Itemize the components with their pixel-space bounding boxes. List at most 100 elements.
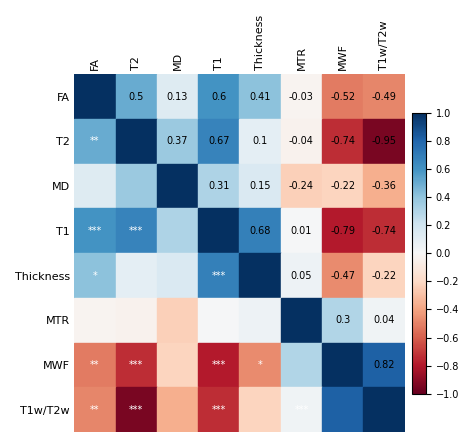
Bar — [281, 342, 322, 387]
Bar — [198, 387, 239, 432]
Bar — [281, 119, 322, 164]
Bar — [281, 164, 322, 208]
Text: -0.36: -0.36 — [372, 181, 396, 191]
Bar — [157, 164, 198, 208]
Bar — [364, 253, 405, 298]
Text: -0.04: -0.04 — [289, 136, 314, 146]
Bar — [198, 342, 239, 387]
Text: -0.49: -0.49 — [372, 92, 396, 101]
Text: 0.67: 0.67 — [208, 136, 229, 146]
Bar — [239, 253, 281, 298]
Bar — [198, 164, 239, 208]
Text: 0.6: 0.6 — [211, 92, 227, 101]
Bar — [322, 342, 364, 387]
Bar — [74, 298, 116, 342]
Bar — [198, 119, 239, 164]
Text: **: ** — [90, 405, 100, 415]
Bar — [116, 342, 157, 387]
Bar — [116, 253, 157, 298]
Bar — [198, 253, 239, 298]
Bar — [116, 208, 157, 253]
Bar — [322, 208, 364, 253]
Bar — [281, 208, 322, 253]
Text: -0.52: -0.52 — [330, 92, 356, 101]
Bar — [364, 298, 405, 342]
Text: 0.82: 0.82 — [374, 360, 395, 370]
Bar — [364, 342, 405, 387]
Bar — [157, 208, 198, 253]
Bar — [239, 164, 281, 208]
Bar — [198, 208, 239, 253]
Bar — [116, 387, 157, 432]
Bar — [322, 387, 364, 432]
Text: ***: *** — [129, 405, 143, 415]
Bar — [322, 253, 364, 298]
Text: 0.04: 0.04 — [374, 315, 395, 325]
Bar — [198, 298, 239, 342]
Bar — [116, 74, 157, 119]
Text: 0.3: 0.3 — [335, 315, 350, 325]
Bar — [239, 298, 281, 342]
Bar — [157, 253, 198, 298]
Text: -0.79: -0.79 — [330, 226, 355, 236]
Text: ***: *** — [212, 405, 226, 415]
Bar — [74, 119, 116, 164]
Text: 0.31: 0.31 — [208, 181, 229, 191]
Bar — [74, 208, 116, 253]
Text: ***: *** — [88, 226, 102, 236]
Bar — [239, 387, 281, 432]
Text: -0.22: -0.22 — [330, 181, 356, 191]
Text: **: ** — [90, 360, 100, 370]
Bar — [364, 208, 405, 253]
Text: 0.13: 0.13 — [167, 92, 188, 101]
Text: 0.05: 0.05 — [291, 270, 312, 281]
Text: 0.41: 0.41 — [249, 92, 271, 101]
Text: 0.01: 0.01 — [291, 226, 312, 236]
Text: 0.68: 0.68 — [249, 226, 271, 236]
Text: **: ** — [90, 136, 100, 146]
Bar — [239, 342, 281, 387]
Text: -0.22: -0.22 — [372, 270, 397, 281]
Bar — [74, 342, 116, 387]
Text: -0.74: -0.74 — [330, 136, 355, 146]
Bar — [116, 298, 157, 342]
Text: -0.47: -0.47 — [330, 270, 355, 281]
Bar — [116, 119, 157, 164]
Bar — [239, 74, 281, 119]
Text: ***: *** — [294, 405, 309, 415]
Bar — [364, 164, 405, 208]
Text: ***: *** — [129, 360, 143, 370]
Text: *: * — [258, 360, 263, 370]
Bar — [364, 74, 405, 119]
Text: ***: *** — [212, 360, 226, 370]
Bar — [157, 298, 198, 342]
Text: 0.15: 0.15 — [249, 181, 271, 191]
Text: -0.03: -0.03 — [289, 92, 314, 101]
Text: -0.24: -0.24 — [289, 181, 314, 191]
Bar — [157, 74, 198, 119]
Bar — [74, 164, 116, 208]
Bar — [157, 342, 198, 387]
Bar — [281, 74, 322, 119]
Text: -0.74: -0.74 — [372, 226, 397, 236]
Bar — [322, 119, 364, 164]
Text: 0.5: 0.5 — [128, 92, 144, 101]
Bar — [157, 387, 198, 432]
Bar — [281, 298, 322, 342]
Bar — [116, 164, 157, 208]
Bar — [322, 298, 364, 342]
Text: -0.95: -0.95 — [372, 136, 397, 146]
Text: 0.37: 0.37 — [167, 136, 188, 146]
Bar — [198, 74, 239, 119]
Bar — [364, 119, 405, 164]
Bar — [157, 119, 198, 164]
Bar — [322, 164, 364, 208]
Bar — [322, 74, 364, 119]
Bar — [74, 74, 116, 119]
Bar — [74, 253, 116, 298]
Bar — [239, 119, 281, 164]
Bar — [281, 387, 322, 432]
Text: *: * — [92, 270, 97, 281]
Text: ***: *** — [212, 270, 226, 281]
Bar — [74, 387, 116, 432]
